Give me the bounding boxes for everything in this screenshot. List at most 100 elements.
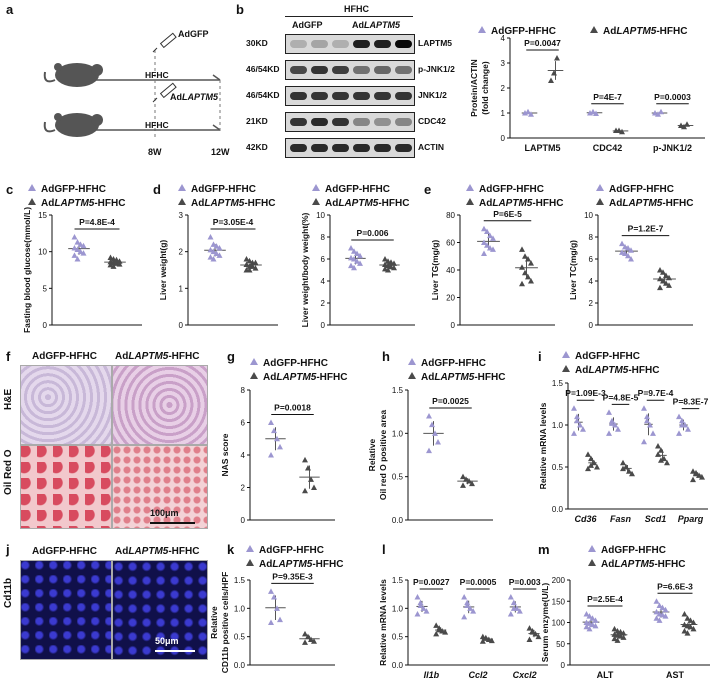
- data-point: [110, 263, 117, 269]
- panel-label-b: b: [236, 2, 244, 17]
- x-category-label: Cxcl2: [513, 670, 537, 680]
- data-point: [71, 245, 78, 251]
- data-point: [526, 636, 533, 642]
- legend-ko-m: AdLAPTM5-HFHC: [588, 559, 685, 570]
- y-tick-label: 80: [446, 211, 455, 220]
- data-point: [348, 245, 354, 251]
- data-point: [466, 478, 472, 484]
- data-point: [308, 476, 314, 482]
- data-point: [426, 413, 432, 419]
- p-value-label: P=0.003: [509, 577, 541, 587]
- data-point: [676, 413, 682, 420]
- data-point: [585, 451, 591, 457]
- y-tick-label: 150: [552, 597, 566, 606]
- data-point: [589, 615, 596, 621]
- y-tick-label: 3: [501, 59, 506, 68]
- he-image-laptm5: [112, 365, 208, 445]
- triangle-marker-icon: [408, 372, 416, 379]
- y-tick-label: 8: [589, 233, 594, 242]
- y-axis-label: NAS score: [220, 433, 230, 476]
- data-point: [277, 616, 283, 623]
- panel-label-m: m: [538, 542, 550, 557]
- data-point: [620, 630, 627, 636]
- data-point: [207, 254, 214, 260]
- legend-ctrl-g: AdGFP-HFHC: [250, 358, 328, 369]
- legend-ctrl-d2: AdGFP-HFHC: [312, 184, 390, 195]
- blot-band: [311, 92, 328, 100]
- data-point: [528, 260, 534, 266]
- panel-label-f: f: [6, 349, 11, 364]
- data-point: [357, 260, 363, 266]
- data-point: [585, 465, 591, 472]
- y-axis-label: Relative: [209, 606, 219, 639]
- data-point: [658, 447, 664, 453]
- legend-ko-i: AdLAPTM5-HFHC: [562, 365, 659, 376]
- blot-band: [374, 66, 391, 74]
- data-point: [420, 605, 427, 611]
- y-axis-label: Oil red O positive area: [378, 410, 388, 501]
- data-point: [210, 248, 217, 255]
- legend-ctrl-c: AdGFP-HFHC: [28, 184, 106, 195]
- data-point: [246, 267, 253, 273]
- data-point: [655, 111, 661, 117]
- y-axis-label: Fasting blood glucose(mmol/L): [22, 207, 32, 333]
- data-point: [609, 420, 615, 426]
- data-point: [274, 605, 280, 611]
- scalebar-j: [155, 650, 195, 652]
- syringe-icon: [152, 82, 177, 103]
- data-point: [216, 252, 223, 258]
- blot-band: [374, 92, 391, 100]
- blot-mw-label: 30KD: [246, 38, 268, 48]
- data-point: [442, 629, 449, 635]
- y-tick-label: 0.0: [234, 661, 246, 670]
- data-point: [210, 241, 217, 247]
- data-point: [482, 634, 489, 641]
- y-tick-label: 1.0: [392, 604, 404, 613]
- y-tick-label: 0.0: [392, 516, 404, 525]
- triangle-marker-icon: [562, 365, 570, 372]
- data-point: [391, 264, 397, 271]
- y-tick-label: 2: [589, 299, 594, 308]
- data-point: [622, 250, 628, 256]
- data-point: [629, 470, 635, 477]
- data-point: [429, 421, 435, 428]
- data-point: [252, 265, 259, 271]
- triangle-marker-icon: [466, 198, 474, 205]
- y-tick-label: 0.5: [392, 473, 404, 482]
- p-value-label: P=4E-7: [593, 92, 622, 102]
- blot-band: [374, 118, 391, 126]
- data-point: [528, 111, 534, 117]
- data-point: [681, 628, 688, 634]
- y-axis-label: (fold change): [480, 61, 490, 115]
- oilred-image-laptm5: [112, 445, 208, 529]
- data-point: [653, 598, 660, 604]
- data-point: [510, 605, 517, 611]
- panel-a-time8: 8W: [148, 147, 162, 157]
- y-tick-label: 10: [584, 211, 593, 220]
- data-point: [522, 269, 528, 276]
- y-tick-label: 1.5: [392, 386, 404, 395]
- triangle-marker-icon: [246, 559, 254, 566]
- triangle-marker-icon: [28, 198, 36, 205]
- y-tick-label: 20: [446, 294, 455, 303]
- data-point: [519, 264, 525, 270]
- data-point: [351, 264, 357, 271]
- data-point: [687, 623, 694, 630]
- y-axis-label: Liver TG(mg/g): [430, 240, 440, 301]
- data-point: [74, 246, 81, 252]
- data-point: [586, 613, 593, 619]
- legend-ko-b: AdLAPTM5-HFHC: [590, 26, 687, 37]
- y-tick-label: 1: [501, 109, 506, 118]
- blot-band: [332, 92, 349, 100]
- data-point: [611, 625, 618, 632]
- legend-ko-d2: AdLAPTM5-HFHC: [312, 198, 409, 209]
- triangle-marker-icon: [408, 358, 416, 365]
- mouse-icon: [43, 113, 103, 137]
- y-tick-label: 1.5: [392, 576, 404, 585]
- data-point: [659, 604, 666, 611]
- data-point: [74, 256, 81, 262]
- panel-a-time12: 12W: [211, 147, 230, 157]
- legend-ctrl-k: AdGFP-HFHC: [246, 545, 324, 556]
- data-point: [664, 459, 670, 466]
